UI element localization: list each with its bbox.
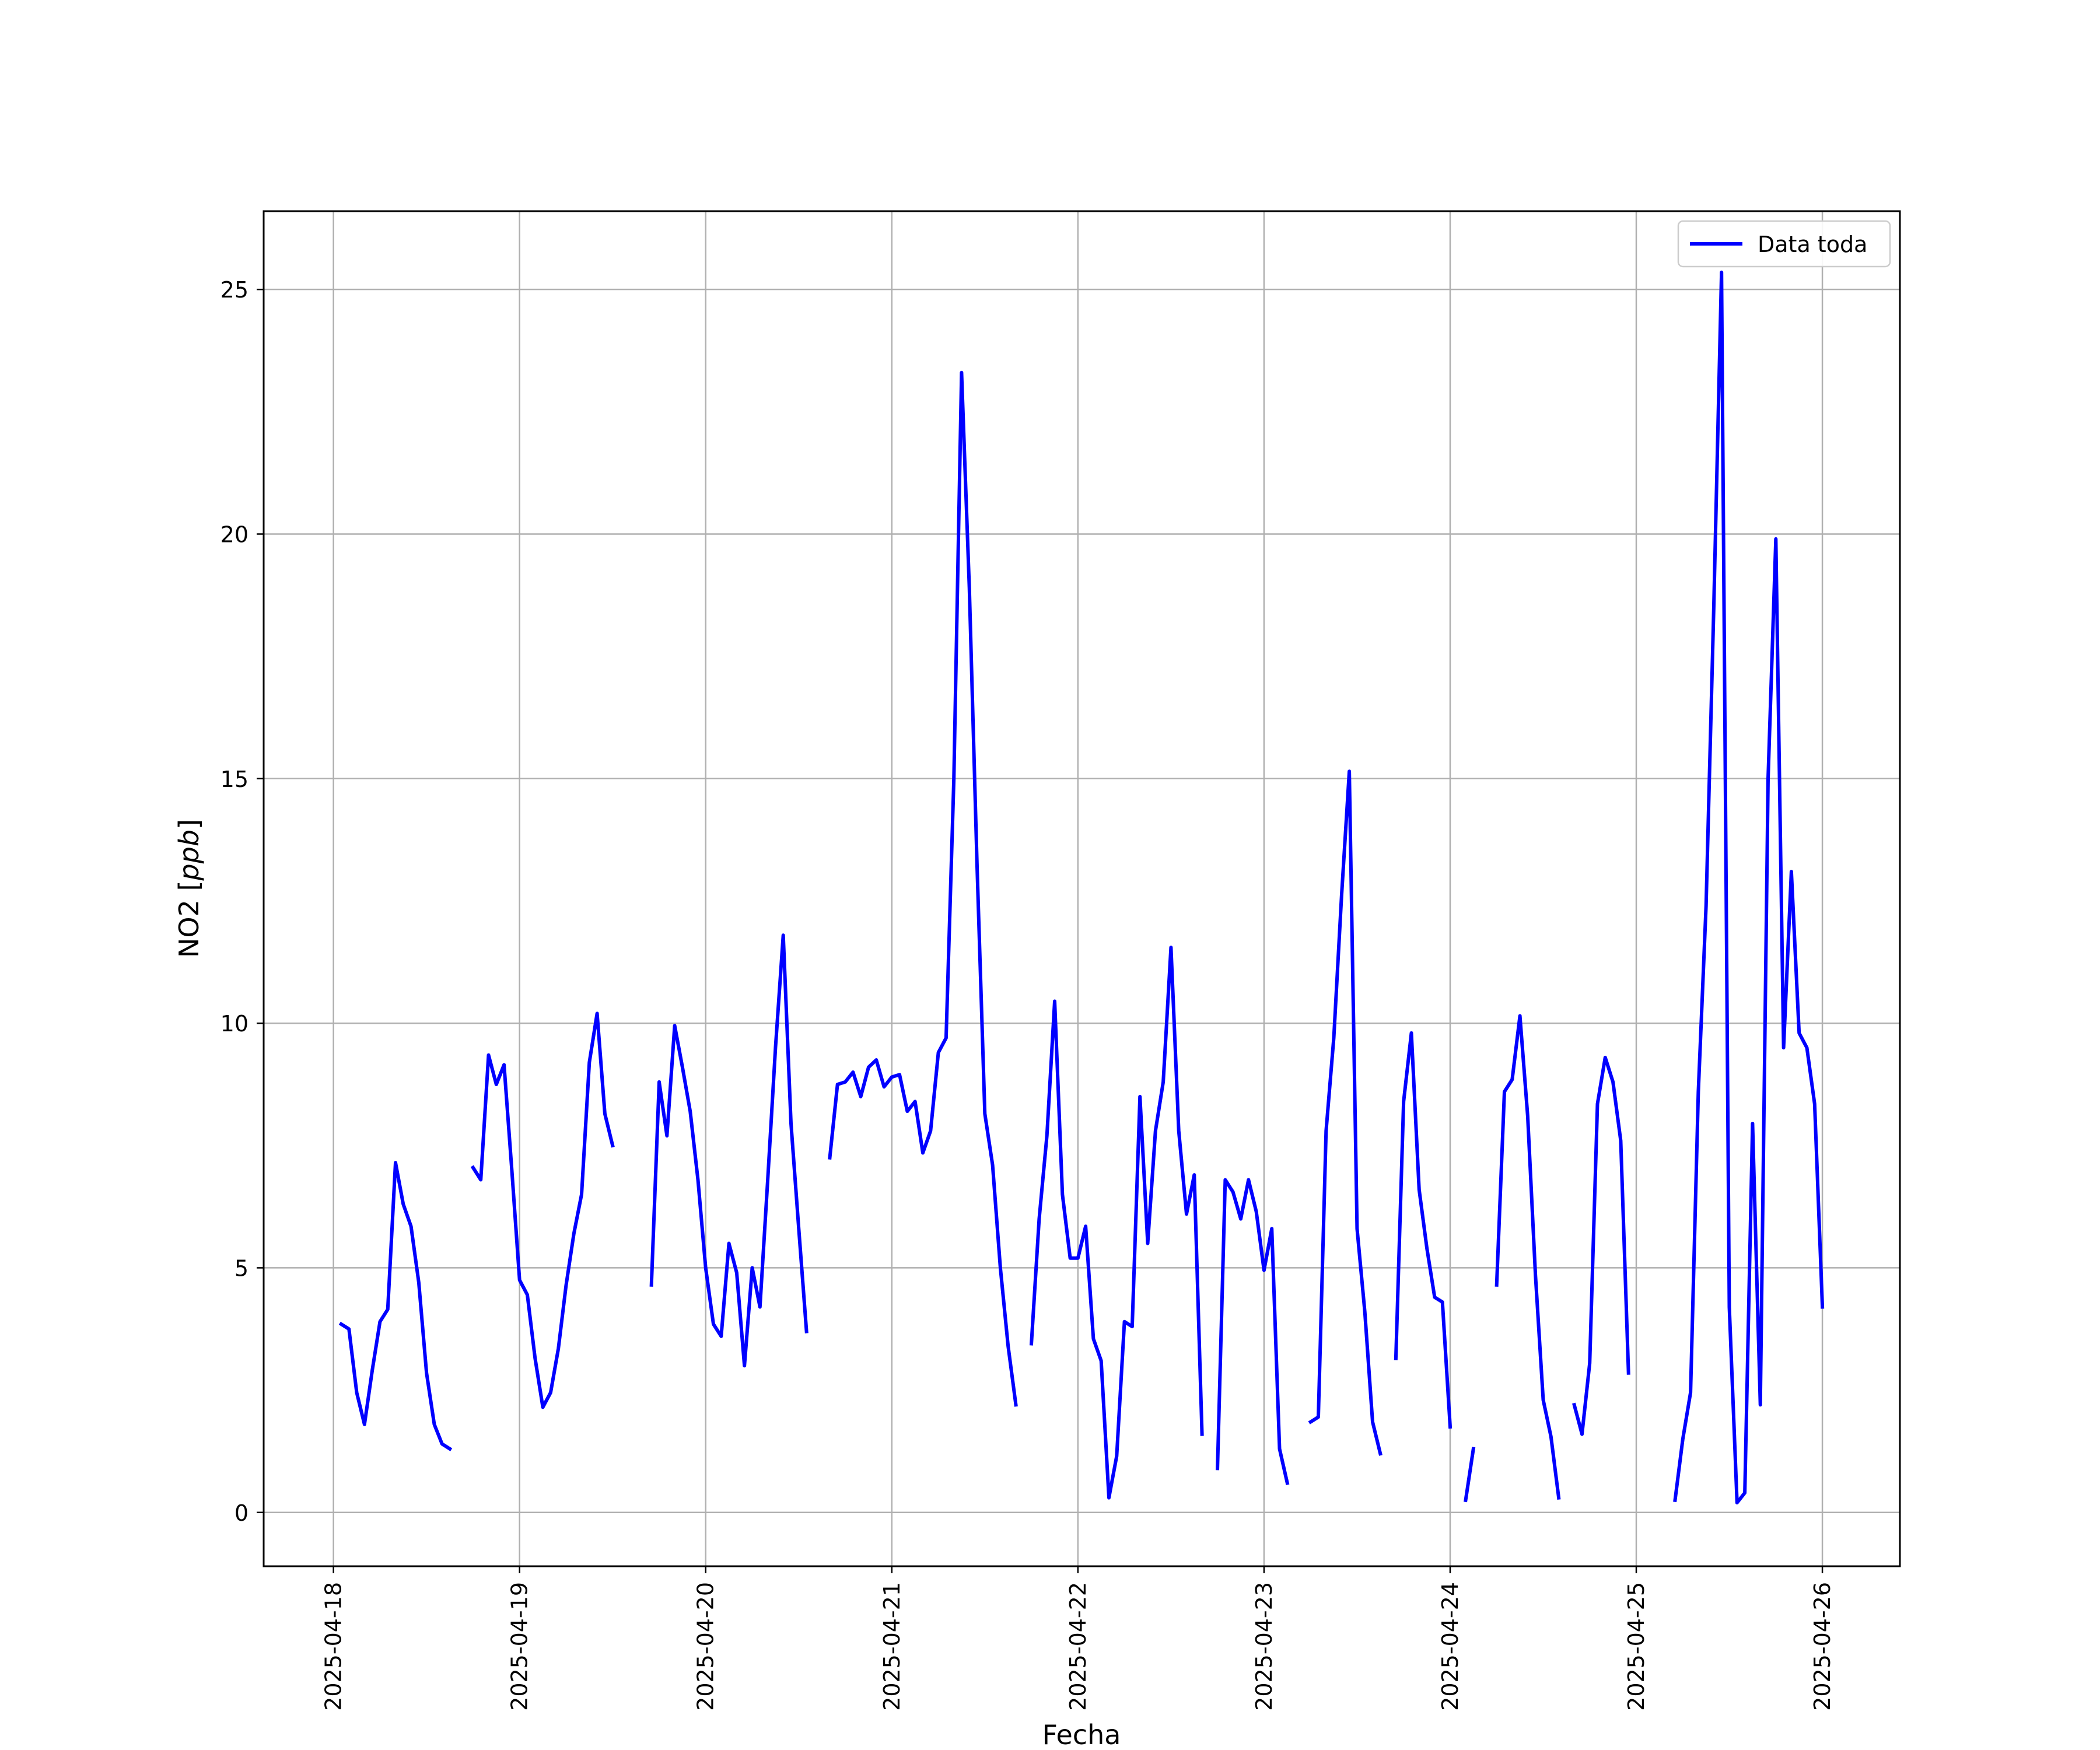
x-tick-label: 2025-04-21 [879,1582,905,1711]
series-line-segment [1673,270,1825,1504]
y-tick-label: 15 [220,766,249,792]
x-axis-label: Fecha [1042,1719,1121,1750]
legend: Data toda [1677,220,1891,268]
axes-frame [262,210,1901,1567]
x-tick-label: 2025-04-20 [693,1582,719,1711]
series-line-segment [338,1161,453,1451]
y-tick-label: 25 [220,277,249,303]
series-data-toda [338,270,1825,1504]
series-line-segment [1394,1031,1452,1429]
x-tick-label: 2025-04-18 [321,1582,346,1711]
x-tick-label: 2025-04-19 [507,1582,533,1711]
series-line-segment [1494,1014,1561,1500]
series-line-segment [1464,1447,1476,1503]
series-line-segment [828,370,1018,1407]
series-line-segment [470,1012,615,1409]
y-tick-label: 5 [235,1255,249,1281]
x-tick-label: 2025-04-22 [1065,1582,1091,1711]
y-tick-label: 10 [220,1011,249,1037]
y-tick-label: 20 [220,522,249,547]
series-line-segment [1308,769,1382,1456]
plot-area [264,211,1900,1566]
x-tick-label: 2025-04-25 [1623,1582,1649,1711]
axis-ticks: 2025-04-18 2025-04-19 2025-04-20 2025-04-21… [220,277,1835,1711]
series-line-segment [1216,1178,1290,1485]
x-tick-label: 2025-04-26 [1810,1582,1835,1711]
series-line-segment [649,933,808,1368]
series-line-segment [1572,1055,1630,1436]
series-line-segment [1029,946,1204,1500]
grid-lines [264,211,1900,1566]
x-tick-label: 2025-04-24 [1437,1582,1463,1711]
y-tick-label: 0 [235,1500,249,1526]
legend-label-data-toda: Data toda [1758,232,1867,257]
y-axis-label: NO2 [ppb] [173,819,205,958]
x-tick-label: 2025-04-23 [1251,1582,1277,1711]
legend-box [1677,220,1891,268]
